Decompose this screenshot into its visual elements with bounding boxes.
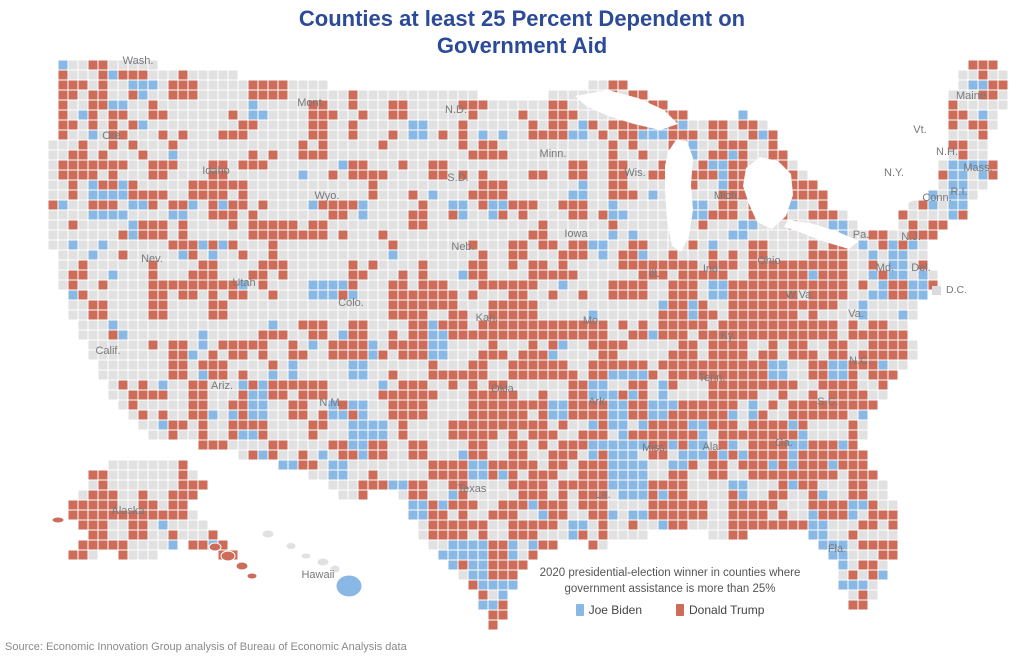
state-label-md: Md. (876, 262, 894, 274)
state-label-wis: Wis. (624, 167, 645, 179)
legend: 2020 presidential-election winner in cou… (520, 565, 820, 618)
state-label-nd: N.D. (445, 104, 467, 116)
legend-caption-line1: 2020 presidential-election winner in cou… (539, 567, 801, 579)
state-labels: Wash. Ore. Calif. Nev. Idaho Mont. Wyo. Utah Col… (95, 55, 992, 581)
state-label-nm: N.M. (319, 397, 342, 409)
source-note: Source: Economic Innovation Group analys… (5, 641, 407, 653)
state-label-nh: N.H. (936, 146, 958, 158)
state-label-vt: Vt. (913, 124, 926, 136)
legend-item-trump-label: Donald Trump (689, 603, 765, 617)
county-mosaic (47, 59, 1009, 631)
state-label-sc: S.C. (817, 396, 838, 408)
state-label-wva: W.Va. (786, 289, 815, 301)
state-label-la: La. (595, 489, 610, 501)
state-label-nev: Nev. (141, 253, 163, 265)
state-label-del: Del. (911, 262, 931, 274)
dc-swatch (932, 285, 941, 295)
legend-item-biden-label: Joe Biden (588, 603, 642, 617)
state-label-ohio: Ohio (757, 255, 780, 267)
state-label-iowa: Iowa (564, 228, 588, 240)
state-label-minn: Minn. (540, 148, 567, 160)
state-label-hawaii: Hawaii (301, 569, 334, 581)
state-label-mont: Mont. (297, 97, 325, 109)
chart-title: Counties at least 25 Percent Dependent o… (20, 5, 1024, 59)
state-label-neb: Neb. (451, 241, 474, 253)
state-label-ill: Ill. (649, 268, 660, 280)
state-label-ariz: Ariz. (211, 380, 233, 392)
state-label-kan: Kan. (476, 312, 499, 324)
dc-callout: D.C. (932, 284, 967, 296)
chart-title-line2: Government Aid (436, 33, 608, 58)
state-label-mich: Mich. (714, 190, 740, 202)
legend-items: Joe Biden Donald Trump (520, 602, 820, 618)
state-label-ny: N.Y. (884, 167, 904, 179)
state-label-alaska: Alaska (111, 505, 145, 517)
state-label-colo: Colo. (338, 297, 364, 309)
state-label-ala: Ala. (703, 441, 722, 453)
state-label-texas: Texas (458, 483, 487, 495)
state-label-maine: Maine (956, 90, 986, 102)
state-label-sd: S.D. (447, 172, 468, 184)
state-label-wash: Wash. (123, 55, 154, 67)
great-lakes (575, 90, 921, 252)
state-label-mass: Mass. (963, 162, 992, 174)
biden-color-swatch (575, 604, 584, 616)
state-label-wyo: Wyo. (315, 190, 340, 202)
legend-item-trump: Donald Trump (676, 602, 764, 618)
state-label-ore: Ore. (102, 130, 123, 142)
state-label-fla: Fla. (828, 543, 846, 555)
state-label-utah: Utah (232, 277, 255, 289)
chart-title-line1: Counties at least 25 Percent Dependent o… (298, 6, 746, 31)
state-label-ark: Ark. (588, 396, 608, 408)
state-label-calif: Calif. (95, 345, 120, 357)
state-label-tenn: Tenn. (699, 372, 726, 384)
trump-color-swatch (676, 604, 684, 616)
state-label-nj: N.J. (901, 231, 921, 243)
state-label-miss: Miss. (642, 442, 668, 454)
state-label-okla: Okla. (491, 383, 517, 395)
state-label-nc: N.C. (849, 355, 871, 367)
state-label-ky: Ky. (720, 330, 735, 342)
legend-item-biden: Joe Biden (575, 602, 642, 618)
state-label-ri: R.I. (950, 186, 967, 198)
state-label-ga: Ga. (775, 437, 793, 449)
state-label-mo: Mo. (583, 315, 601, 327)
state-label-pa: Pa. (853, 229, 870, 241)
dc-label: D.C. (946, 284, 967, 296)
legend-caption-line2: government assistance is more than 25% (564, 583, 776, 595)
state-label-ind: Ind. (703, 263, 721, 275)
state-label-va: Va. (848, 308, 864, 320)
island-insets (51, 516, 363, 598)
state-label-conn: Conn. (922, 192, 951, 204)
state-label-idaho: Idaho (202, 165, 230, 177)
